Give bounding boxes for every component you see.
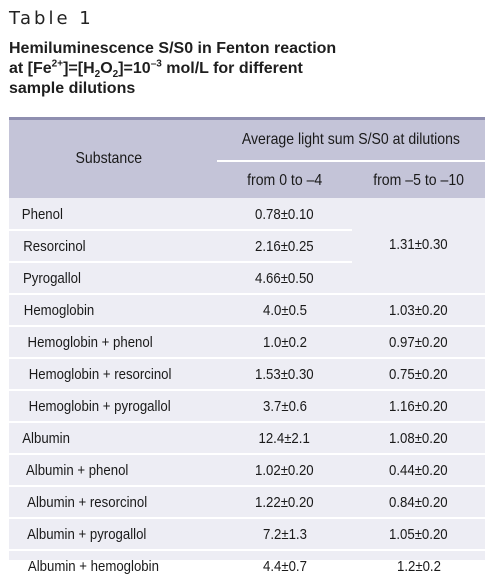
- cell-dilution-0-to-4: 0.78±0.10: [255, 205, 314, 223]
- cell-substance: Hemoglobin + pyrogallol: [28, 397, 171, 415]
- cell-substance: Albumin + resorcinol: [27, 493, 148, 511]
- row-separator: [9, 261, 352, 263]
- cell-dilution-0-to-4: 1.22±0.20: [255, 493, 314, 511]
- table-row: Albumin + resorcinol 1.22±0.20 0.84±0.20: [9, 487, 485, 517]
- row-separator: [9, 485, 485, 487]
- cell-substance: Hemoglobin + resorcinol: [28, 365, 172, 383]
- table-caption: Hemiluminescence S/S0 in Fenton reaction…: [9, 39, 479, 99]
- cell-dilution-0-to-4: 3.7±0.6: [262, 397, 307, 415]
- row-separator: [9, 357, 485, 359]
- row-separator: [9, 549, 485, 551]
- row-separator: [9, 453, 485, 455]
- cell-substance: Albumin: [22, 429, 70, 447]
- header-dilution-5-to-10: from –5 to –10: [373, 172, 464, 189]
- header-substance: Substance: [75, 150, 143, 167]
- table-row: Hemoglobin 4.0±0.5 1.03±0.20: [9, 295, 485, 325]
- cell-substance: Pyrogallol: [22, 269, 81, 287]
- cell-dilution-5-to-10: 0.84±0.20: [389, 493, 448, 511]
- caption-line-3: sample dilutions: [9, 80, 136, 97]
- cell-dilution-5-to-10: 0.44±0.20: [389, 461, 448, 479]
- cell-dilution-0-to-4: 2.16±0.25: [255, 237, 314, 255]
- table-header: Substance Average light sum S/S0 at dilu…: [9, 120, 485, 198]
- cell-substance: Albumin + phenol: [25, 461, 129, 479]
- cell-dilution-0-to-4: 7.2±1.3: [262, 525, 307, 543]
- cell-substance: Albumin + hemoglobin: [27, 557, 159, 575]
- table-row: Hemoglobin + phenol 1.0±0.2 0.97±0.20: [9, 327, 485, 357]
- cell-substance: Phenol: [21, 205, 63, 223]
- cell-dilution-0-to-4: 1.53±0.30: [255, 365, 314, 383]
- table-row: Phenol 0.78±0.10: [9, 199, 485, 229]
- cell-dilution-5-to-10: 1.05±0.20: [389, 525, 448, 543]
- table-row: Hemoglobin + resorcinol 1.53±0.30 0.75±0.2…: [9, 359, 485, 389]
- cell-substance: Albumin + pyrogallol: [27, 525, 147, 543]
- row-separator: [9, 293, 485, 295]
- table-row: Albumin 12.4±2.1 1.08±0.20: [9, 423, 485, 453]
- cell-dilution-0-to-4: 4.4±0.7: [262, 557, 307, 575]
- data-table: Substance Average light sum S/S0 at dilu…: [9, 117, 485, 575]
- cell-dilution-0-to-4: 1.0±0.2: [262, 333, 307, 351]
- cell-dilution-0-to-4: 4.66±0.50: [255, 269, 314, 287]
- row-separator: [9, 389, 485, 391]
- caption-line-1: Hemiluminescence S/S0 in Fenton reaction: [9, 40, 337, 57]
- cell-dilution-5-to-10: 1.08±0.20: [389, 429, 448, 447]
- cell-dilution-5-to-10: 1.16±0.20: [389, 397, 448, 415]
- header-dilution-0-to-4: from 0 to –4: [246, 172, 323, 189]
- cell-dilution-5-to-10: 1.03±0.20: [389, 301, 448, 319]
- table-row: Hemoglobin + pyrogallol 3.7±0.6 1.16±0.20: [9, 391, 485, 421]
- cell-dilution-5-to-10: 1.2±0.2: [396, 557, 441, 575]
- row-separator: [9, 229, 352, 231]
- table-label: Table 1: [9, 8, 94, 29]
- row-separator: [9, 421, 485, 423]
- header-average-light-sum: Average light sum S/S0 at dilutions: [241, 131, 461, 148]
- cell-dilution-0-to-4: 12.4±2.1: [258, 429, 311, 447]
- table-row: Albumin + hemoglobin 4.4±0.7 1.2±0.2: [9, 551, 485, 581]
- cell-substance: Hemoglobin + phenol: [27, 333, 153, 351]
- merged-value-cell: 1.31±0.30: [389, 235, 448, 253]
- cell-substance: Hemoglobin: [23, 301, 95, 319]
- table-row: Albumin + pyrogallol 7.2±1.3 1.05±0.20: [9, 519, 485, 549]
- row-separator: [9, 517, 485, 519]
- cell-dilution-5-to-10: 0.97±0.20: [389, 333, 448, 351]
- table-row: Pyrogallol 4.66±0.50: [9, 263, 485, 293]
- table-row: Resorcinol 2.16±0.25: [9, 231, 485, 261]
- cell-dilution-0-to-4: 4.0±0.5: [262, 301, 307, 319]
- cell-substance: Resorcinol: [23, 237, 86, 255]
- header-divider: [217, 160, 485, 162]
- caption-line-2: at [Fe2+]=[H2O2]=10–3 mol/L for differen…: [9, 58, 303, 81]
- row-separator: [9, 325, 485, 327]
- cell-dilution-0-to-4: 1.02±0.20: [255, 461, 314, 479]
- table-row: Albumin + phenol 1.02±0.20 0.44±0.20: [9, 455, 485, 485]
- cell-dilution-5-to-10: 0.75±0.20: [389, 365, 448, 383]
